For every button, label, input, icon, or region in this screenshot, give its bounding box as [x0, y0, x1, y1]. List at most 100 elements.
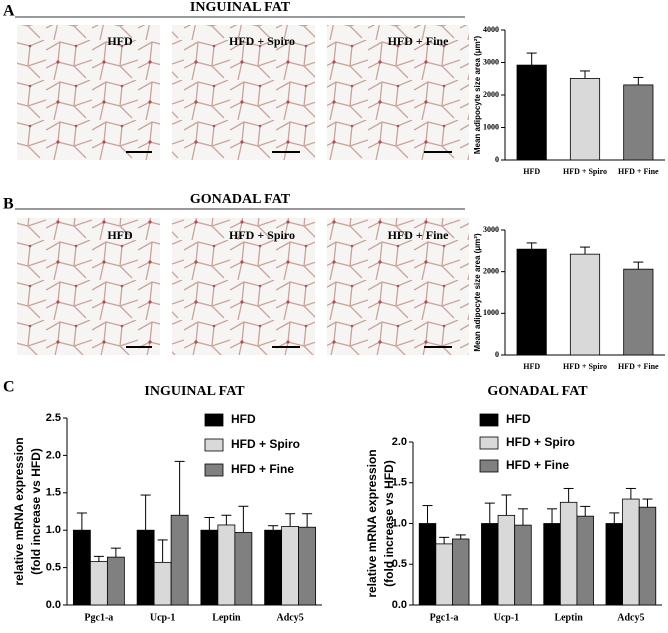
y-tick-label: 2000 [483, 90, 499, 99]
y-tick-label: 4000 [483, 25, 499, 34]
micrograph [172, 25, 315, 160]
bar [569, 253, 601, 356]
y-tick-label: 3000 [483, 225, 499, 234]
y-tick-label: 1000 [483, 122, 499, 131]
x-tick-label: Pgc1-a [84, 612, 113, 623]
y-tick-label: 0 [495, 155, 499, 164]
y-tick-label: 0.5 [392, 558, 407, 570]
bar [298, 526, 317, 606]
y-axis-label: relative mRNA expression [12, 437, 26, 585]
bar [136, 529, 155, 606]
y-axis-label: (fold increase vs HFD) [382, 460, 396, 587]
legend-swatch [479, 413, 499, 427]
y-axis-label: Mean adipocyte size area (μm²) [473, 36, 482, 155]
y-tick-label: 2.5 [46, 412, 61, 424]
y-tick-label: 0.0 [46, 599, 61, 611]
bar [516, 64, 547, 161]
x-tick-label: Adcy5 [277, 612, 304, 623]
y-tick-label: 3000 [483, 57, 499, 66]
panel-label: A [3, 3, 15, 20]
bar [559, 501, 578, 606]
y-tick-label: 1.0 [392, 517, 407, 529]
bar [106, 556, 125, 606]
image-label: HFD + Spiro [229, 34, 295, 48]
bar [623, 84, 654, 161]
legend-swatch [204, 463, 224, 477]
bar [89, 561, 108, 606]
bar [452, 538, 470, 606]
bar [638, 506, 657, 606]
bar [200, 529, 219, 606]
x-tick-label: HFD + Fine [618, 167, 659, 176]
images [17, 25, 469, 355]
y-tick-label: 0.5 [46, 562, 61, 574]
x-tick-label: Leptin [554, 612, 583, 623]
image-label: HFD [107, 228, 133, 242]
bar [514, 524, 532, 606]
bar [281, 526, 300, 606]
x-tick-label: HFD + Spiro [563, 167, 607, 176]
image-label: HFD [107, 34, 133, 48]
chart-title: INGUINAL FAT [144, 384, 245, 399]
x-tick-label: Ucp-1 [494, 612, 520, 623]
legend-swatch [204, 438, 224, 452]
micrograph [327, 25, 469, 160]
micrograph [172, 218, 315, 355]
y-tick-label: 2.0 [46, 449, 61, 461]
x-tick-label: Ucp-1 [150, 612, 176, 623]
legend-swatch [479, 459, 499, 473]
x-tick-label: HFD [523, 362, 540, 371]
micrograph [327, 218, 469, 355]
image-labels: HFD HFD + Spiro HFD + Fine HFD HFD + Spi… [107, 34, 449, 242]
bar [623, 268, 654, 356]
panel-label: B [3, 196, 14, 213]
legend-label: HFD + Spiro [506, 435, 575, 449]
bar [622, 498, 640, 606]
y-tick-label: 1.5 [46, 487, 61, 499]
bar [516, 248, 547, 356]
y-tick-label: 2000 [483, 266, 499, 275]
panel-title: GONADAL FAT [190, 192, 291, 207]
x-tick-label: Adcy5 [617, 612, 644, 623]
legend-label: HFD + Spiro [231, 437, 300, 451]
bar [497, 514, 516, 606]
y-axis-label: (fold increase vs HFD) [29, 448, 43, 575]
y-tick-label: 1.5 [392, 477, 407, 489]
panel-label: C [3, 379, 15, 396]
panel-title: INGUINAL FAT [190, 0, 291, 15]
legend-label: HFD + Fine [506, 458, 569, 472]
y-tick-label: 1000 [483, 308, 499, 317]
x-tick-label: HFD + Spiro [563, 362, 607, 371]
y-tick-label: 0 [495, 350, 499, 359]
micrograph [17, 25, 160, 160]
image-label: HFD + Fine [388, 34, 450, 48]
legend-label: HFD + Fine [231, 462, 294, 476]
image-label: HFD + Fine [388, 228, 450, 242]
bar [72, 529, 91, 606]
legend-swatch [479, 436, 499, 450]
bar [481, 523, 499, 606]
legend-label: HFD [231, 412, 256, 426]
bar [576, 515, 594, 606]
bar [153, 561, 172, 606]
x-tick-label: HFD + Fine [618, 362, 659, 371]
bar [217, 524, 236, 606]
y-tick-label: 1.0 [46, 524, 61, 536]
y-tick-label: 2.0 [392, 436, 407, 448]
x-tick-label: Pgc1-a [430, 612, 459, 623]
bar [569, 78, 601, 161]
bar [264, 529, 283, 606]
y-tick-label: 0.0 [392, 599, 407, 611]
y-axis-label: relative mRNA expression [365, 449, 379, 597]
y-axis-label: Mean adipocyte size area (μm²) [473, 233, 482, 352]
image-label: HFD + Spiro [229, 228, 295, 242]
bar [418, 523, 437, 606]
bar [234, 532, 253, 606]
bar [170, 514, 189, 606]
x-tick-label: Leptin [212, 612, 241, 623]
scale-bars [126, 151, 452, 348]
micrograph [17, 218, 160, 355]
chart-title: GONADAL FAT [487, 384, 588, 399]
bar [605, 523, 623, 606]
